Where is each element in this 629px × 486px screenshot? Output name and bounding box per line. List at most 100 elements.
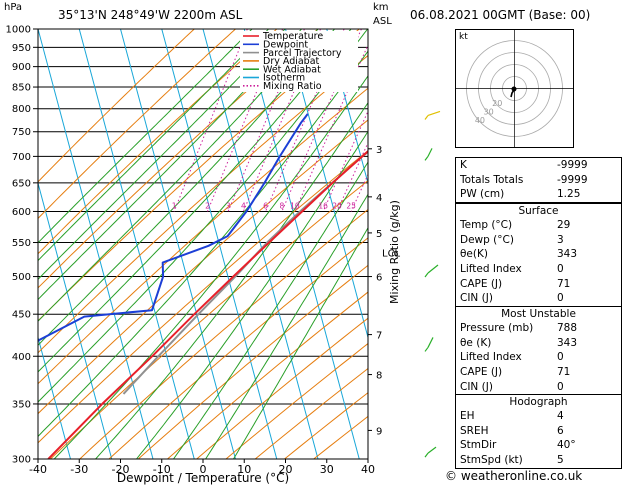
- row-value: 71: [557, 277, 571, 290]
- mixing-ratio-label: 1: [172, 201, 177, 210]
- table-row: StmSpd (kt) 5: [456, 453, 621, 468]
- pressure-label: 650: [12, 178, 31, 189]
- wind-barb-flag: [424, 156, 429, 161]
- legend-entry: Isotherm: [263, 73, 305, 84]
- pressure-label: 750: [12, 127, 31, 138]
- pressure-label: 1000: [6, 25, 31, 36]
- legend-entry: Dry Adiabat: [263, 56, 320, 67]
- dry-adiabat-line: [167, 291, 368, 459]
- isotherm-line: [38, 29, 154, 459]
- wet-adiabat-line: [38, 50, 368, 438]
- isotherm-line: [161, 29, 278, 459]
- legend-entry: Dewpoint: [263, 40, 308, 51]
- row-value: 343: [557, 248, 578, 261]
- wind-barb-flag: [424, 452, 429, 458]
- table-row: EH 4: [456, 409, 621, 424]
- row-label: Totals Totals: [460, 173, 524, 186]
- row-value: -9999: [557, 159, 588, 171]
- temperature-tick-label: 10: [237, 463, 251, 476]
- mixing-ratio-label: 20: [332, 201, 342, 210]
- hodograph-ring-label: 20: [492, 99, 502, 108]
- wet-adiabat-line: [38, 29, 253, 244]
- row-label: Pressure (mb): [460, 322, 534, 334]
- mixing-ratio-line: [227, 29, 305, 212]
- row-label: CIN (J): [460, 380, 493, 393]
- dry-adiabat-line: [137, 264, 368, 459]
- table-row: Lifted Index 0: [456, 350, 621, 365]
- wet-adiabat-line: [233, 226, 368, 459]
- hodograph-kt-label: kt: [459, 32, 468, 42]
- mixing-ratio-label: 8: [280, 201, 285, 210]
- row-value: -9999: [557, 173, 588, 186]
- asl-axis-title: ASL: [373, 16, 392, 27]
- wind-barbs: [424, 110, 441, 458]
- wet-adiabat-line: [173, 161, 368, 459]
- most-unstable-table: Most Unstable Pressure (mb) 788 θe (K) 343 Li…: [455, 306, 622, 396]
- legend-entry: Temperature: [262, 31, 323, 42]
- isotherm-line: [326, 29, 368, 186]
- dry-adiabat-line: [50, 179, 368, 459]
- mixing-ratio-label: 2: [205, 201, 210, 210]
- copyright: © weatheronline.co.uk: [445, 469, 583, 483]
- temperature-tick-label: 40: [361, 463, 375, 476]
- wind-barb: [427, 337, 434, 348]
- y2-axis-label: Mixing Ratio (g/kg): [388, 200, 401, 304]
- temperature-tick-label: 20: [279, 463, 293, 476]
- table-row: CIN (J) 0: [456, 380, 621, 395]
- row-value: 343: [557, 336, 578, 349]
- row-value: 0: [557, 380, 564, 393]
- hodograph-ring-label: 40: [475, 116, 485, 125]
- dry-adiabat-line: [38, 29, 236, 220]
- indices-table: K -9999 Totals Totals -9999 PW (cm) 1.25: [455, 157, 622, 204]
- row-value: 788: [557, 322, 578, 334]
- table-row: PW (cm) 1.25: [456, 187, 621, 202]
- dry-adiabat-line: [38, 29, 278, 255]
- legend-entry: Mixing Ratio: [263, 81, 322, 92]
- table-row: CAPE (J) 71: [456, 277, 621, 292]
- temperature-line: [47, 149, 368, 459]
- row-label: Lifted Index: [460, 263, 522, 276]
- profile-layer: [38, 113, 368, 459]
- dry-adiabat-line: [38, 119, 368, 415]
- table-row: StmDir 40°: [456, 438, 621, 453]
- km-tick-label: 5: [376, 229, 382, 240]
- dry-adiabat-line: [38, 150, 368, 444]
- km-tick-label: 3: [376, 145, 382, 156]
- table-row: K -9999: [456, 158, 621, 173]
- dry-adiabat-line: [38, 29, 195, 183]
- table-row: Temp (°C) 29: [456, 218, 621, 233]
- table-row: Pressure (mb) 788: [456, 321, 621, 336]
- table-row: Totals Totals -9999: [456, 173, 621, 188]
- temperature-tick-label: -10: [153, 463, 171, 476]
- hodograph-storm-motion: [511, 86, 517, 92]
- row-label: Dewp (°C): [460, 233, 514, 246]
- mixing-ratio-label: 3: [226, 201, 231, 210]
- mixing-ratio-line: [242, 29, 321, 212]
- legend-entry: Parcel Trajectory: [263, 48, 342, 59]
- row-label: θe (K): [460, 336, 492, 349]
- isotherm-line: [38, 335, 71, 459]
- row-label: CAPE (J): [460, 366, 503, 379]
- row-label: CAPE (J): [460, 277, 503, 290]
- table-row: θe(K) 343: [456, 247, 621, 262]
- row-value: 29: [557, 219, 571, 231]
- dry-adiabat-line: [79, 208, 368, 459]
- row-value: 1.25: [557, 188, 581, 201]
- wet-adiabat-line: [95, 101, 368, 459]
- row-label: K: [460, 159, 467, 171]
- wind-barb-flag: [424, 115, 429, 120]
- legend-entry: Wet Adiabat: [263, 64, 321, 75]
- table-title: Most Unstable: [501, 308, 576, 320]
- dry-adiabat-line: [196, 317, 368, 459]
- location-title: 35°13'N 248°49'W 2200m ASL: [58, 8, 243, 22]
- mixing-ratio-line: [207, 29, 284, 212]
- pressure-label: 900: [12, 62, 31, 73]
- row-label: CIN (J): [460, 292, 493, 305]
- row-value: 4: [557, 410, 564, 422]
- row-label: SREH: [460, 424, 489, 437]
- table-row: CAPE (J) 71: [456, 365, 621, 380]
- row-label: Temp (°C): [460, 219, 513, 231]
- isotherm-line: [202, 29, 319, 459]
- legend-box: [240, 31, 358, 92]
